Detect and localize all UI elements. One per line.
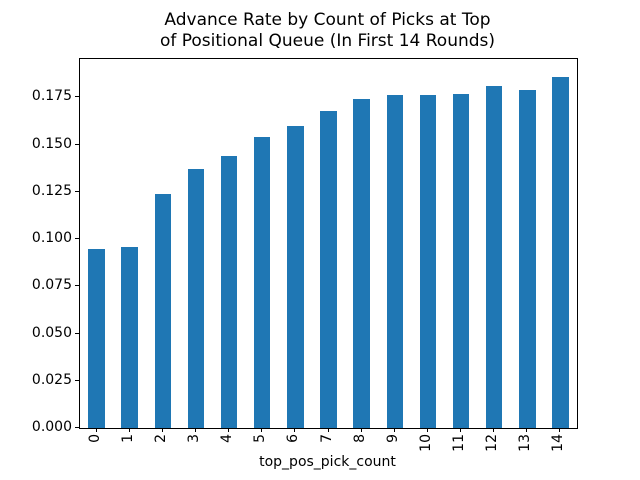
bar [187, 169, 205, 428]
x-tick-label: 4 [219, 434, 236, 443]
bar [485, 86, 503, 428]
x-tick-mark [194, 428, 196, 432]
x-tick-label: 10 [417, 434, 434, 452]
x-tick-mark [493, 428, 495, 432]
y-tick-label: 0.100 [31, 230, 72, 247]
y-tick-mark [75, 143, 79, 145]
bar [386, 95, 404, 428]
x-tick-mark [460, 428, 462, 432]
x-tick-label: 5 [252, 434, 269, 443]
x-tick-mark [95, 428, 97, 432]
y-tick-label: 0.125 [31, 182, 72, 199]
x-tick-label: 1 [119, 434, 136, 443]
x-tick-label: 14 [550, 434, 567, 452]
x-tick-mark [327, 428, 329, 432]
y-tick-label: 0.175 [31, 88, 72, 105]
y-tick-mark [75, 190, 79, 192]
y-tick-mark [75, 285, 79, 287]
x-tick-mark [161, 428, 163, 432]
bar [452, 93, 470, 428]
x-tick-mark [526, 428, 528, 432]
bar [552, 76, 569, 428]
y-tick-mark [75, 332, 79, 334]
x-axis-label: top_pos_pick_count [259, 454, 396, 470]
bar [419, 95, 437, 428]
bar [287, 125, 304, 428]
plot-area [79, 58, 578, 429]
x-tick-label: 12 [484, 434, 501, 452]
bar [220, 155, 238, 428]
x-tick-mark [294, 428, 296, 432]
y-tick-mark [75, 379, 79, 381]
y-tick-label: 0.050 [31, 324, 72, 341]
x-tick-mark [393, 428, 395, 432]
y-tick-label: 0.000 [31, 419, 72, 435]
bar [121, 246, 138, 428]
x-tick-mark [559, 428, 561, 432]
x-tick-label: 3 [185, 434, 202, 443]
bar [519, 89, 536, 428]
x-tick-label: 8 [351, 434, 368, 443]
y-tick-label: 0.075 [31, 277, 72, 294]
x-tick-mark [261, 428, 263, 432]
x-tick-label: 0 [86, 434, 103, 443]
bar [320, 110, 337, 428]
bar [154, 193, 172, 428]
y-tick-label: 0.150 [31, 135, 72, 152]
y-tick-mark [75, 96, 79, 98]
x-tick-label: 6 [285, 434, 302, 443]
x-tick-label: 13 [517, 434, 534, 452]
bar [353, 99, 370, 428]
x-tick-label: 2 [152, 434, 169, 443]
x-tick-label: 11 [451, 434, 468, 452]
x-tick-label: 7 [318, 434, 335, 443]
x-tick-label: 9 [384, 434, 401, 443]
bar [88, 248, 105, 428]
chart-title: Advance Rate by Count of Picks at Top of… [159, 10, 496, 51]
x-tick-mark [228, 428, 230, 432]
y-tick-label: 0.025 [31, 371, 72, 388]
y-tick-mark [75, 427, 79, 428]
x-tick-mark [360, 428, 362, 432]
x-tick-mark [128, 428, 130, 432]
bar [253, 137, 271, 428]
x-tick-mark [426, 428, 428, 432]
y-tick-mark [75, 238, 79, 240]
